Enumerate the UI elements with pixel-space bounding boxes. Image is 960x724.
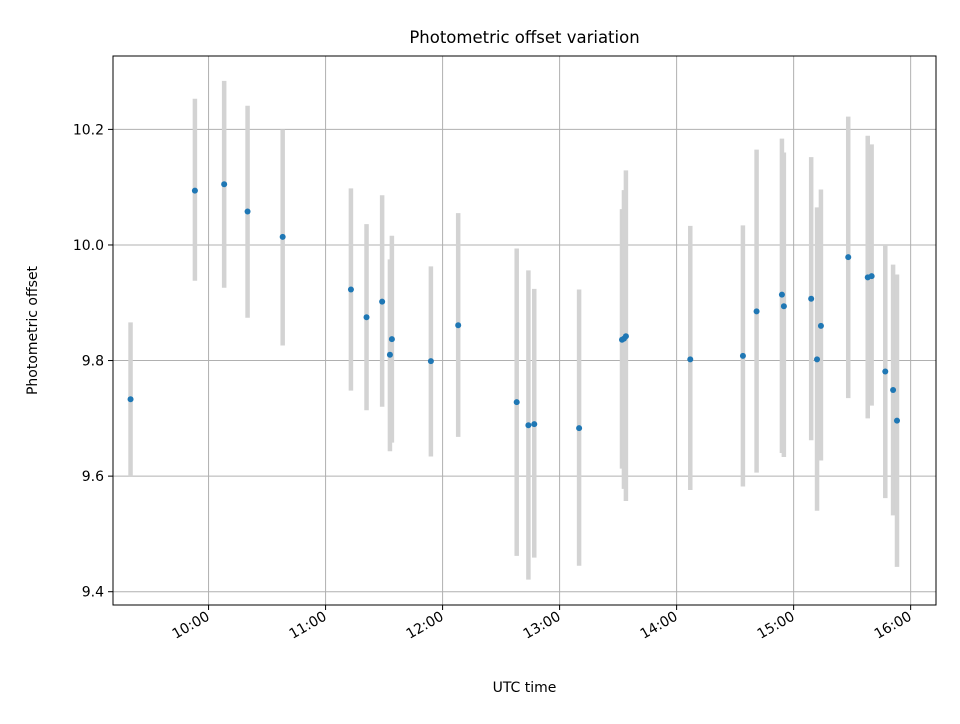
data-point bbox=[363, 314, 370, 321]
data-point bbox=[379, 298, 386, 305]
data-point bbox=[127, 396, 134, 403]
data-point bbox=[455, 322, 462, 329]
data-point bbox=[622, 333, 629, 340]
data-point bbox=[427, 358, 434, 365]
data-point bbox=[882, 368, 889, 375]
data-point bbox=[525, 422, 532, 429]
grid bbox=[113, 56, 936, 605]
data-point bbox=[868, 273, 875, 280]
data-point bbox=[778, 291, 785, 298]
y-tick-label: 9.8 bbox=[82, 354, 104, 370]
data-point bbox=[513, 399, 520, 406]
y-tick-label: 10.2 bbox=[73, 122, 104, 138]
data-point bbox=[279, 233, 286, 240]
data-point bbox=[739, 352, 746, 359]
y-tick-label: 9.4 bbox=[82, 585, 104, 601]
data-points bbox=[127, 181, 900, 432]
data-point bbox=[576, 425, 583, 432]
data-point bbox=[845, 254, 852, 261]
data-point bbox=[221, 181, 228, 188]
data-point bbox=[244, 208, 251, 215]
data-point bbox=[388, 336, 395, 343]
data-point bbox=[890, 387, 897, 394]
data-point bbox=[531, 421, 538, 428]
x-axis-label: UTC time bbox=[493, 680, 557, 696]
data-point bbox=[817, 322, 824, 329]
y-tick-label: 9.6 bbox=[82, 469, 104, 485]
y-tick-label: 10.0 bbox=[73, 238, 104, 254]
data-point bbox=[780, 303, 787, 310]
plot-frame bbox=[112, 55, 937, 606]
data-point bbox=[814, 356, 821, 363]
data-point bbox=[687, 356, 694, 363]
data-point bbox=[893, 417, 900, 424]
chart-title: Photometric offset variation bbox=[409, 28, 639, 47]
y-axis-label: Photometric offset bbox=[25, 265, 41, 395]
y-axis-ticks: 9.4 9.6 9.8 10.0 10.2 bbox=[73, 122, 113, 601]
data-point bbox=[753, 308, 760, 315]
data-point bbox=[191, 187, 198, 194]
data-point bbox=[808, 295, 815, 302]
data-point bbox=[347, 286, 354, 293]
data-point bbox=[386, 351, 393, 358]
